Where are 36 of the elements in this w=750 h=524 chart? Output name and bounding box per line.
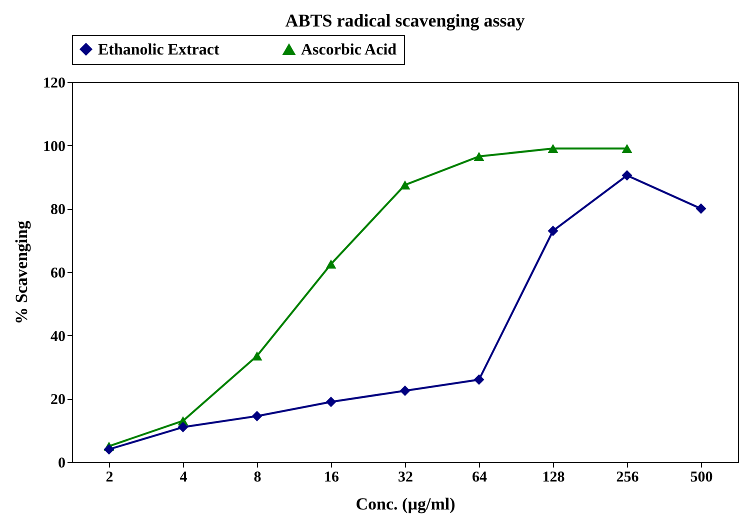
x-tick-label: 2 <box>106 470 114 486</box>
point <box>104 444 114 455</box>
x-tick-label: 16 <box>324 470 340 486</box>
y-tick-label: 120 <box>43 76 66 92</box>
point <box>326 260 336 269</box>
x-tick-label: 32 <box>398 470 413 486</box>
x-tick-label: 64 <box>472 470 488 486</box>
point <box>548 144 558 154</box>
point <box>400 386 410 396</box>
legend-label: Ascorbic Acid <box>301 42 397 58</box>
point <box>622 144 632 154</box>
point <box>696 203 706 214</box>
x-axis-title: Conc. (µg/ml) <box>356 494 456 514</box>
x-tick-label: 4 <box>180 470 188 486</box>
y-tick-label: 100 <box>43 138 66 155</box>
point <box>252 410 262 422</box>
point <box>548 226 558 236</box>
point <box>474 152 484 161</box>
y-tick-label: 80 <box>50 202 66 218</box>
y-tick-label: 40 <box>50 328 66 345</box>
point <box>326 396 336 408</box>
point <box>474 374 484 385</box>
x-tick-label: 256 <box>616 470 640 486</box>
chart-title: ABTS radical scavenging assay <box>285 10 525 30</box>
y-axis-title: % Scavenging <box>12 220 31 324</box>
y-tick-label: 0 <box>58 456 66 472</box>
point <box>178 422 188 432</box>
x-tick-label: 8 <box>254 470 262 486</box>
x-tick-label: 128 <box>542 470 565 486</box>
y-tick-label: 20 <box>50 392 66 408</box>
legend-label: Ethanolic Extract <box>98 41 220 58</box>
point <box>252 351 262 360</box>
point <box>400 180 410 190</box>
y-tick-label: 60 <box>50 266 66 282</box>
x-tick-label: 500 <box>690 470 713 486</box>
point <box>622 170 632 181</box>
